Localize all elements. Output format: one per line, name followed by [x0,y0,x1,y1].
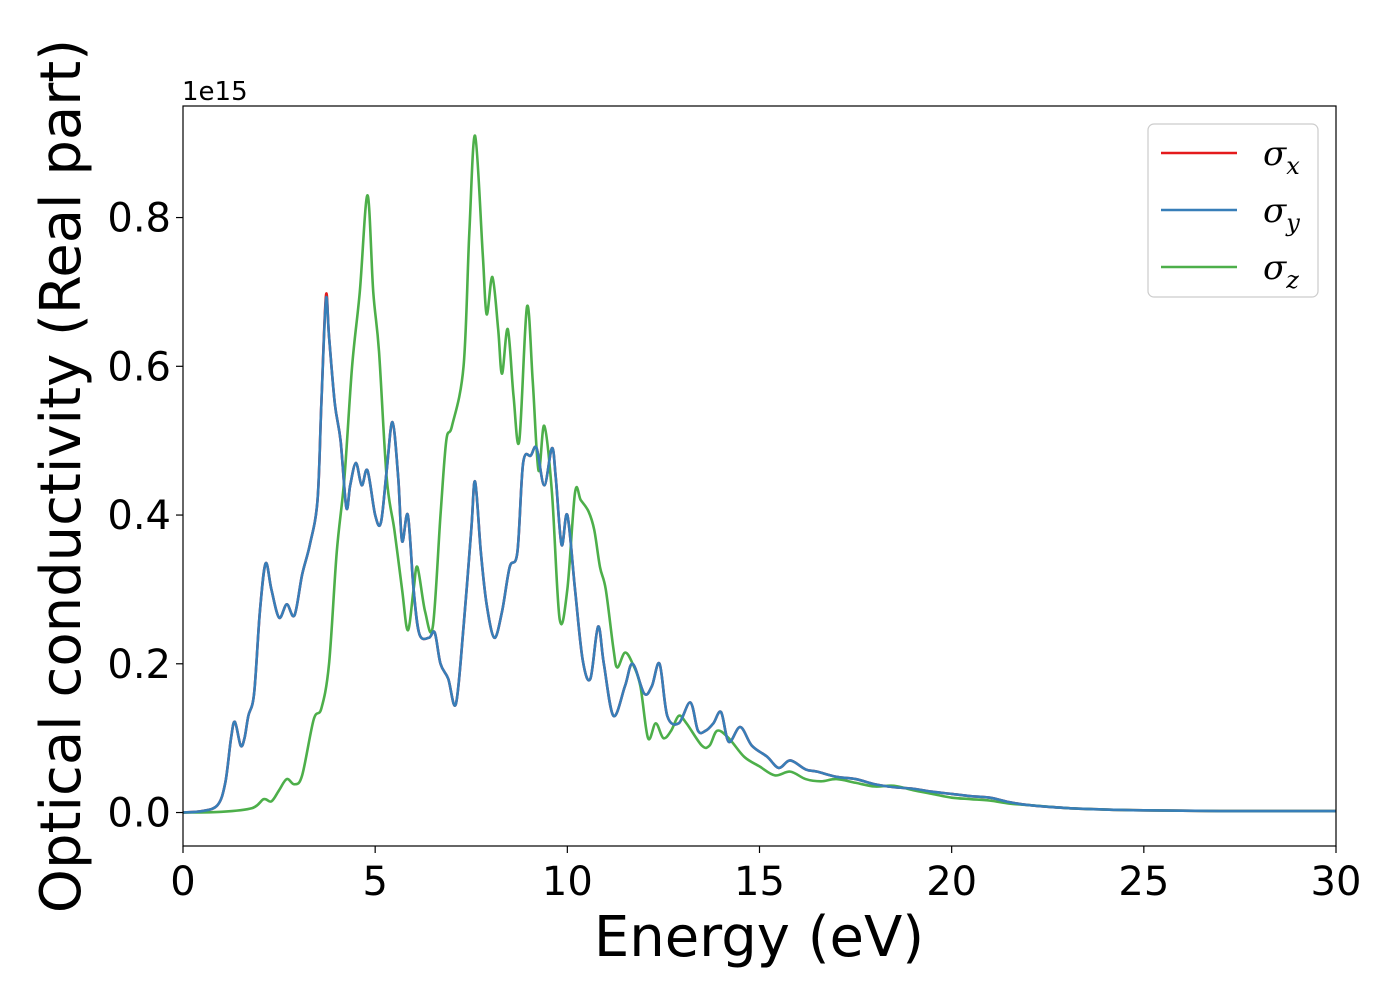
y-axis-label: Optical conductivity (Real part) [29,39,94,913]
y-axis-ticks: 0.0 0.2 0.4 0.6 0.8 [107,196,183,837]
legend-label-y: σy [1263,191,1300,237]
series-line-y [183,295,1336,814]
y-tick-label: 0.6 [107,344,171,390]
y-tick-label: 0.8 [107,196,171,242]
x-axis-ticks: 0 5 10 15 20 25 30 [170,846,1361,905]
series-line-x [183,292,1336,814]
series-line-z [183,134,1336,814]
y-offset-label: 1e15 [182,77,248,107]
y-tick-label: 0.0 [107,791,171,837]
y-tick-label: 0.4 [107,493,171,539]
x-tick-label: 10 [542,859,593,905]
x-tick-label: 30 [1311,859,1362,905]
x-tick-label: 0 [170,859,195,905]
series-layer [183,134,1336,814]
legend-label-x: σx [1263,134,1300,180]
legend-label-z: σz [1263,248,1299,294]
x-axis-label: Energy (eV) [594,905,924,970]
x-tick-label: 20 [926,859,977,905]
y-tick-label: 0.2 [107,642,171,688]
x-tick-label: 15 [734,859,785,905]
legend: σx σy σz [1147,123,1319,298]
x-tick-label: 25 [1118,859,1169,905]
x-tick-label: 5 [362,859,387,905]
